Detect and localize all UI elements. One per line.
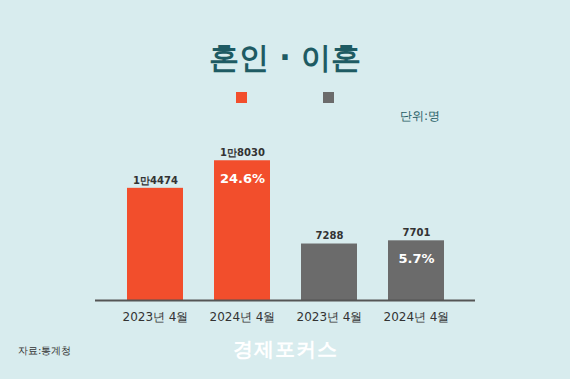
svg-text:2024년 4월: 2024년 4월 (210, 310, 276, 324)
svg-text:1만4474: 1만4474 (133, 175, 178, 186)
svg-text:2023년 4월: 2023년 4월 (297, 310, 363, 324)
svg-text:2024년 4월: 2024년 4월 (384, 310, 450, 324)
svg-text:1만8030: 1만8030 (220, 147, 265, 158)
svg-text:7288: 7288 (316, 230, 344, 241)
svg-text:24.6%: 24.6% (220, 171, 265, 186)
html-text:자료:통계청: 자료:통계청 (18, 345, 72, 356)
svg-text:5.7%: 5.7% (398, 251, 434, 266)
svg-text:7701: 7701 (403, 227, 431, 238)
svg-text:2023년 4월: 2023년 4월 (123, 310, 189, 324)
html-text:경제포커스: 경제포커스 (232, 337, 338, 361)
html-text:단위:명: 단위:명 (400, 109, 440, 123)
html-text:혼인 · 이혼: 혼인 · 이혼 (208, 40, 362, 75)
